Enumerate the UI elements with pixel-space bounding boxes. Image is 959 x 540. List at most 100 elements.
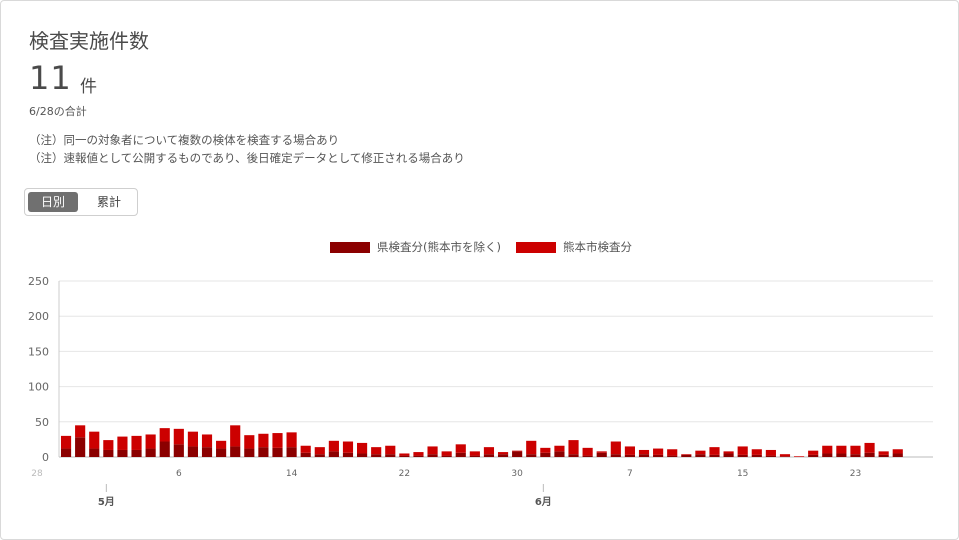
bar-city bbox=[328, 440, 339, 452]
bar-city bbox=[540, 447, 551, 453]
bar-city bbox=[187, 431, 198, 447]
bar-city bbox=[624, 446, 635, 455]
bar-prefecture bbox=[779, 456, 791, 457]
x-tick-label: 15 bbox=[737, 469, 748, 479]
bar-prefecture bbox=[455, 452, 466, 457]
bar-prefecture bbox=[822, 453, 833, 457]
x-tick-label: 6 bbox=[176, 469, 182, 479]
bar-city bbox=[413, 452, 424, 456]
y-tick-label: 150 bbox=[28, 345, 49, 358]
date-label: 6/28の合計 bbox=[29, 105, 87, 118]
y-tick-label: 200 bbox=[28, 310, 49, 323]
legend-label-prefecture[interactable]: 県検査分(熊本市を除く) bbox=[377, 240, 501, 254]
bar-prefecture bbox=[60, 448, 72, 457]
x-tick-label: 30 bbox=[511, 469, 523, 479]
bar-prefecture bbox=[540, 452, 551, 457]
bar-prefecture bbox=[131, 449, 142, 457]
bar-prefecture bbox=[300, 452, 311, 457]
bar-city bbox=[596, 451, 607, 453]
bar-prefecture bbox=[427, 454, 438, 457]
bar-prefecture bbox=[653, 454, 664, 457]
bar-city bbox=[497, 452, 509, 455]
bar-prefecture bbox=[681, 454, 692, 457]
bar-prefecture bbox=[765, 455, 776, 457]
bar-prefecture bbox=[624, 454, 635, 457]
legend-swatch-prefecture[interactable] bbox=[330, 242, 370, 253]
bar-city bbox=[653, 448, 664, 455]
bar-city bbox=[723, 451, 734, 454]
bar-city bbox=[568, 440, 579, 455]
bar-prefecture bbox=[413, 455, 424, 457]
bar-prefecture bbox=[117, 449, 128, 457]
bar-prefecture bbox=[723, 453, 734, 457]
bar-city bbox=[526, 440, 537, 455]
bar-prefecture bbox=[286, 447, 297, 457]
bar-prefecture bbox=[399, 455, 410, 457]
bar-city bbox=[89, 431, 100, 449]
bar-city bbox=[794, 456, 805, 457]
bar-prefecture bbox=[342, 452, 354, 457]
bar-prefecture bbox=[695, 454, 706, 457]
bar-prefecture bbox=[244, 448, 255, 457]
bar-prefecture bbox=[201, 447, 213, 457]
bar-prefecture bbox=[864, 452, 875, 457]
bar-prefecture bbox=[512, 451, 523, 457]
bar-city bbox=[709, 447, 720, 455]
bar-prefecture bbox=[89, 448, 100, 457]
bar-city bbox=[230, 425, 241, 447]
total-unit: 件 bbox=[80, 77, 97, 97]
bar-city bbox=[455, 444, 466, 453]
bar-city bbox=[173, 428, 184, 445]
bar-prefecture bbox=[483, 454, 495, 457]
bar-prefecture bbox=[568, 454, 579, 457]
bar-city bbox=[244, 435, 255, 449]
bar-prefecture bbox=[737, 454, 748, 457]
bar-prefecture bbox=[328, 451, 339, 457]
bar-prefecture bbox=[808, 454, 819, 457]
legend-label-city[interactable]: 熊本市検査分 bbox=[563, 240, 632, 254]
bar-prefecture bbox=[385, 454, 396, 457]
bar-city bbox=[892, 449, 903, 454]
bar-city bbox=[131, 435, 142, 450]
bar-city bbox=[258, 433, 269, 448]
bar-prefecture bbox=[850, 454, 861, 457]
bar-city bbox=[216, 440, 227, 449]
bar-city bbox=[427, 446, 438, 455]
bar-prefecture bbox=[638, 454, 650, 457]
bar-prefecture bbox=[892, 453, 903, 457]
legend-swatch-city[interactable] bbox=[516, 242, 556, 253]
note-1: （注）同一の対象者について複数の検体を検査する場合あり bbox=[29, 133, 340, 147]
bar-city bbox=[201, 434, 213, 448]
card-title: 検査実施件数 bbox=[29, 29, 149, 53]
bar-prefecture bbox=[159, 441, 170, 457]
bar-city bbox=[638, 449, 650, 455]
bar-city bbox=[441, 451, 452, 456]
month-label: 6月 bbox=[535, 496, 552, 508]
bar-city bbox=[342, 441, 354, 453]
month-label: 5月 bbox=[98, 496, 115, 508]
bar-prefecture bbox=[554, 451, 565, 457]
note-2: （注）速報値として公開するものであり、後日確定データとして修正される場合あり bbox=[29, 151, 465, 165]
bar-city bbox=[103, 440, 114, 450]
bar-city bbox=[582, 447, 593, 456]
bar-prefecture bbox=[751, 454, 762, 457]
bar-prefecture bbox=[272, 447, 283, 457]
bar-city bbox=[836, 445, 847, 454]
bar-city bbox=[878, 451, 889, 455]
bar-city bbox=[737, 446, 748, 455]
y-tick-label: 250 bbox=[28, 275, 49, 288]
bar-prefecture bbox=[187, 446, 198, 457]
daily-cumulative-toggle: 日別 累計 bbox=[24, 188, 138, 216]
bar-prefecture bbox=[709, 454, 720, 457]
daily-button[interactable]: 日別 bbox=[28, 192, 78, 212]
bar-city bbox=[779, 454, 791, 457]
bar-city bbox=[314, 447, 325, 455]
bar-city bbox=[695, 450, 706, 455]
x-tick-label: 23 bbox=[850, 469, 861, 479]
cumulative-button[interactable]: 累計 bbox=[96, 195, 121, 209]
bar-city bbox=[765, 449, 776, 456]
bar-prefecture bbox=[230, 446, 241, 457]
bar-prefecture bbox=[441, 455, 452, 457]
x-tick-label: 7 bbox=[627, 469, 633, 479]
